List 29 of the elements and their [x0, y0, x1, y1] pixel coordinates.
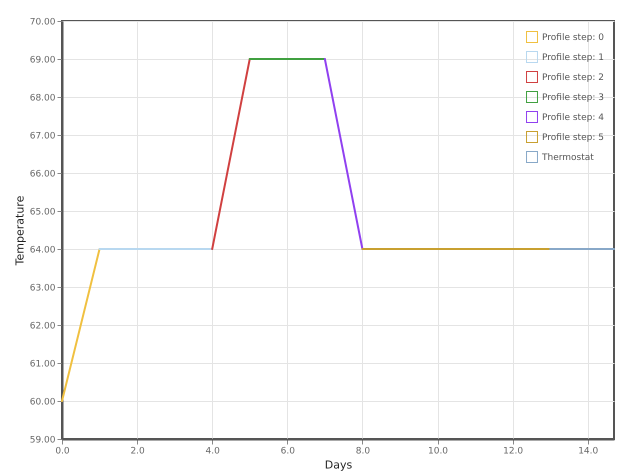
x-tick-label: 0.0	[55, 446, 70, 456]
x-tick-label: 8.0	[356, 446, 370, 456]
y-tick-label: 59.00	[30, 436, 56, 446]
legend-label: Thermostat	[541, 153, 594, 163]
x-tick-label: 4.0	[206, 446, 220, 456]
y-tick-label: 66.00	[30, 170, 56, 180]
legend-label: Profile step: 2	[542, 73, 604, 83]
y-axis-title: Temperature	[14, 195, 27, 266]
y-tick-label: 68.00	[30, 94, 56, 104]
x-tick-label: 12.0	[503, 446, 524, 456]
y-tick-label: 64.00	[30, 246, 56, 256]
y-tick-label: 70.00	[30, 18, 56, 28]
y-tick-label: 65.00	[30, 208, 56, 218]
legend-label: Profile step: 4	[542, 113, 604, 123]
y-tick-label: 63.00	[30, 284, 56, 294]
legend-label: Profile step: 5	[542, 133, 604, 143]
y-tick-label: 67.00	[30, 132, 56, 142]
x-axis-title: Days	[324, 458, 352, 472]
y-tick-label: 61.00	[30, 360, 56, 370]
legend-label: Profile step: 0	[542, 33, 604, 43]
x-tick-label: 10.0	[428, 446, 448, 456]
y-tick-label: 62.00	[30, 322, 56, 332]
x-tick-label: 6.0	[280, 446, 296, 456]
legend-label: Profile step: 3	[542, 93, 604, 103]
x-tick-label: 14.0	[578, 446, 599, 456]
x-tick-label: 2.0	[130, 446, 146, 456]
legend-label: Profile step: 1	[542, 53, 604, 63]
y-tick-label: 60.00	[30, 398, 56, 408]
y-tick-label: 69.00	[30, 56, 56, 66]
